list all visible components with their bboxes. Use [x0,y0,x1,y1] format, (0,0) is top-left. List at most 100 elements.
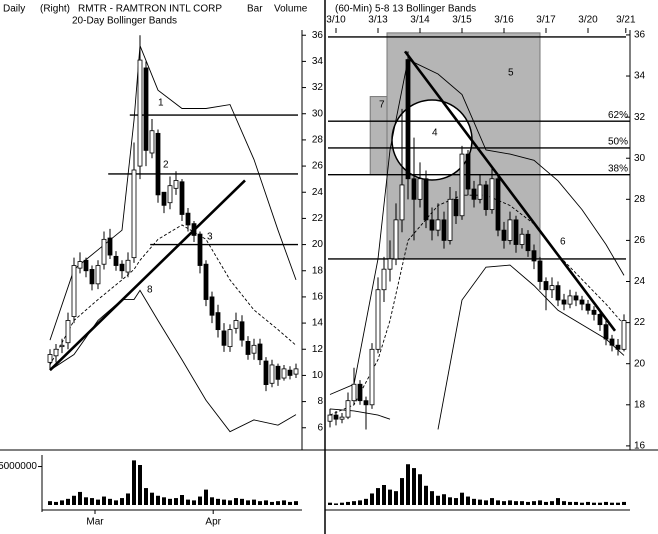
candle-body [209,296,215,316]
candle-body [137,59,143,167]
candle-body [149,130,155,154]
volume-bar [264,500,268,505]
volume-bar [430,491,434,505]
y-tick-label: 16 [634,441,646,452]
volume-bar [502,501,506,505]
candle-body [405,59,411,180]
candle-body [275,365,281,380]
candle-body [263,360,269,385]
candle-body [185,212,191,226]
annotation: 6 [560,237,566,248]
candle-body [197,233,203,266]
candle-body [543,281,549,291]
volume-bar [234,498,238,505]
y-tick-label: 6 [317,422,323,433]
candle-body [239,321,245,341]
volume-bar [412,468,416,505]
candle-body [131,169,137,259]
y-tick-label: 34 [634,71,646,82]
volume-bar [616,502,620,505]
volume-bar [454,498,458,505]
candle-body [597,313,603,326]
volume-bar [490,498,494,505]
y-tick-label: 26 [634,235,646,246]
volume-bar [288,501,292,505]
candle-body [381,268,387,291]
candle-body [89,269,95,285]
y-tick-label: 22 [634,317,646,328]
volume-tick-label: 5000000 [0,461,37,472]
x-tick-label: Apr [205,517,221,528]
chart-title: RMTR - RAMTRON INTL CORP [78,4,222,15]
x-tick-label: 3/16 [494,15,514,26]
volume-bar [394,491,398,505]
candle-body [585,303,591,311]
volume-bar [168,498,172,505]
volume-bar [54,501,58,505]
candle-body [251,344,257,354]
candle-body [345,400,351,418]
candle-body [507,219,513,241]
candle-body [363,400,369,406]
volume-bar [114,500,118,505]
annotation: 7 [379,100,385,111]
bollinger-band [49,45,297,341]
trendline [49,179,246,372]
candle-body [293,368,299,375]
y-tick-label: 32 [634,112,646,123]
period: Daily [3,4,25,15]
volume-bar [508,500,512,505]
candle-body [459,153,465,217]
candle-body [333,414,339,420]
y-tick-label: 28 [634,194,646,205]
candle-body [429,219,435,231]
candle-body [603,324,609,340]
retracement-label: 62% [608,110,628,121]
volume-bar [376,488,380,505]
candle-body [77,261,83,269]
candle-body [531,250,537,262]
candle-body [519,233,525,245]
candle-body [59,344,65,348]
annotation: 5 [508,68,514,79]
volume-bar [210,497,214,505]
volume-bar [478,499,482,505]
candle-body [71,265,77,317]
volume-bar [466,496,470,505]
y-tick-label: 36 [634,30,646,41]
volume-bar [550,501,554,505]
candle-body [621,320,627,350]
y-tick-label: 32 [312,82,324,93]
candle-body [257,343,263,361]
candle-body [227,329,233,348]
volume-bar [144,488,148,505]
x-tick-label: 3/15 [452,15,472,26]
axis-side: (Right) [40,4,70,15]
candle-body [477,184,483,200]
candle-body [537,260,543,282]
y-tick-label: 22 [312,213,324,224]
candle-body [615,344,621,350]
volume-bar [328,502,332,505]
volume-bar [574,501,578,505]
y-tick-label: 18 [634,399,646,410]
volume-bar [150,492,154,505]
volume-bar [382,485,386,505]
volume-bar [418,474,422,505]
candle-body [549,285,555,291]
chart-title: (60-Min) 5-8 13 Bollinger Bands [335,4,476,15]
volume-bar [568,501,572,505]
y-tick-label: 36 [312,30,324,41]
bollinger-band [49,289,297,433]
y-tick-label: 34 [312,56,324,67]
volume-bar [174,498,178,505]
volume-bar [340,502,344,505]
volume-bar [400,478,404,505]
volume-bar [514,501,518,505]
annotation: 3 [207,232,213,243]
candle-body [339,416,345,420]
x-tick-label: Mar [86,517,104,528]
candle-body [495,178,501,231]
volume-bar [294,501,298,505]
candle-body [591,309,597,315]
